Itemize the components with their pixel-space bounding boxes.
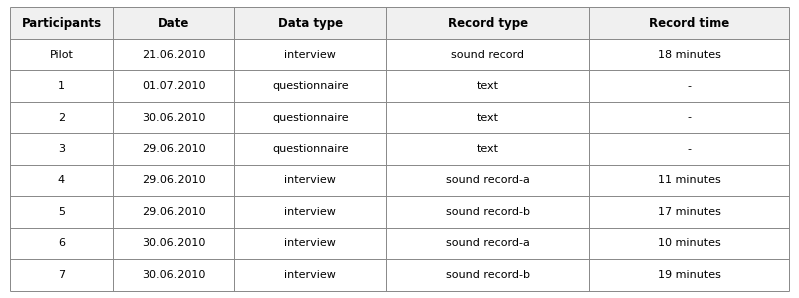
Text: Date: Date <box>158 17 189 30</box>
Text: 21.06.2010: 21.06.2010 <box>142 50 205 60</box>
Text: questionnaire: questionnaire <box>272 113 348 122</box>
Text: 29.06.2010: 29.06.2010 <box>142 144 205 154</box>
Text: 30.06.2010: 30.06.2010 <box>142 113 205 122</box>
Text: -: - <box>687 113 691 122</box>
Text: questionnaire: questionnaire <box>272 144 348 154</box>
Text: text: text <box>477 81 499 91</box>
Text: interview: interview <box>284 50 336 60</box>
Text: -: - <box>687 144 691 154</box>
Text: 5: 5 <box>58 207 65 217</box>
Text: sound record-b: sound record-b <box>446 207 530 217</box>
Text: 01.07.2010: 01.07.2010 <box>142 81 205 91</box>
Text: 29.06.2010: 29.06.2010 <box>142 207 205 217</box>
Text: 29.06.2010: 29.06.2010 <box>142 176 205 185</box>
Text: text: text <box>477 113 499 122</box>
Text: interview: interview <box>284 176 336 185</box>
Text: 17 minutes: 17 minutes <box>658 207 721 217</box>
Text: sound record: sound record <box>451 50 524 60</box>
Text: questionnaire: questionnaire <box>272 81 348 91</box>
Text: interview: interview <box>284 270 336 280</box>
Text: 7: 7 <box>58 270 65 280</box>
Text: 6: 6 <box>58 238 65 248</box>
Text: 2: 2 <box>58 113 65 122</box>
Text: -: - <box>687 81 691 91</box>
Text: interview: interview <box>284 238 336 248</box>
Text: interview: interview <box>284 207 336 217</box>
Text: 10 minutes: 10 minutes <box>658 238 721 248</box>
Text: 11 minutes: 11 minutes <box>658 176 721 185</box>
Text: sound record-b: sound record-b <box>446 270 530 280</box>
Text: sound record-a: sound record-a <box>446 238 530 248</box>
Text: 4: 4 <box>58 176 65 185</box>
Bar <box>10 7 789 39</box>
Text: Pilot: Pilot <box>50 50 74 60</box>
Text: 30.06.2010: 30.06.2010 <box>142 270 205 280</box>
Text: 19 minutes: 19 minutes <box>658 270 721 280</box>
Text: 18 minutes: 18 minutes <box>658 50 721 60</box>
Text: 30.06.2010: 30.06.2010 <box>142 238 205 248</box>
Text: sound record-a: sound record-a <box>446 176 530 185</box>
Text: 1: 1 <box>58 81 65 91</box>
Text: text: text <box>477 144 499 154</box>
Text: 3: 3 <box>58 144 65 154</box>
Text: Participants: Participants <box>22 17 101 30</box>
Text: Record time: Record time <box>649 17 729 30</box>
Text: Record type: Record type <box>447 17 527 30</box>
Text: Data type: Data type <box>277 17 343 30</box>
